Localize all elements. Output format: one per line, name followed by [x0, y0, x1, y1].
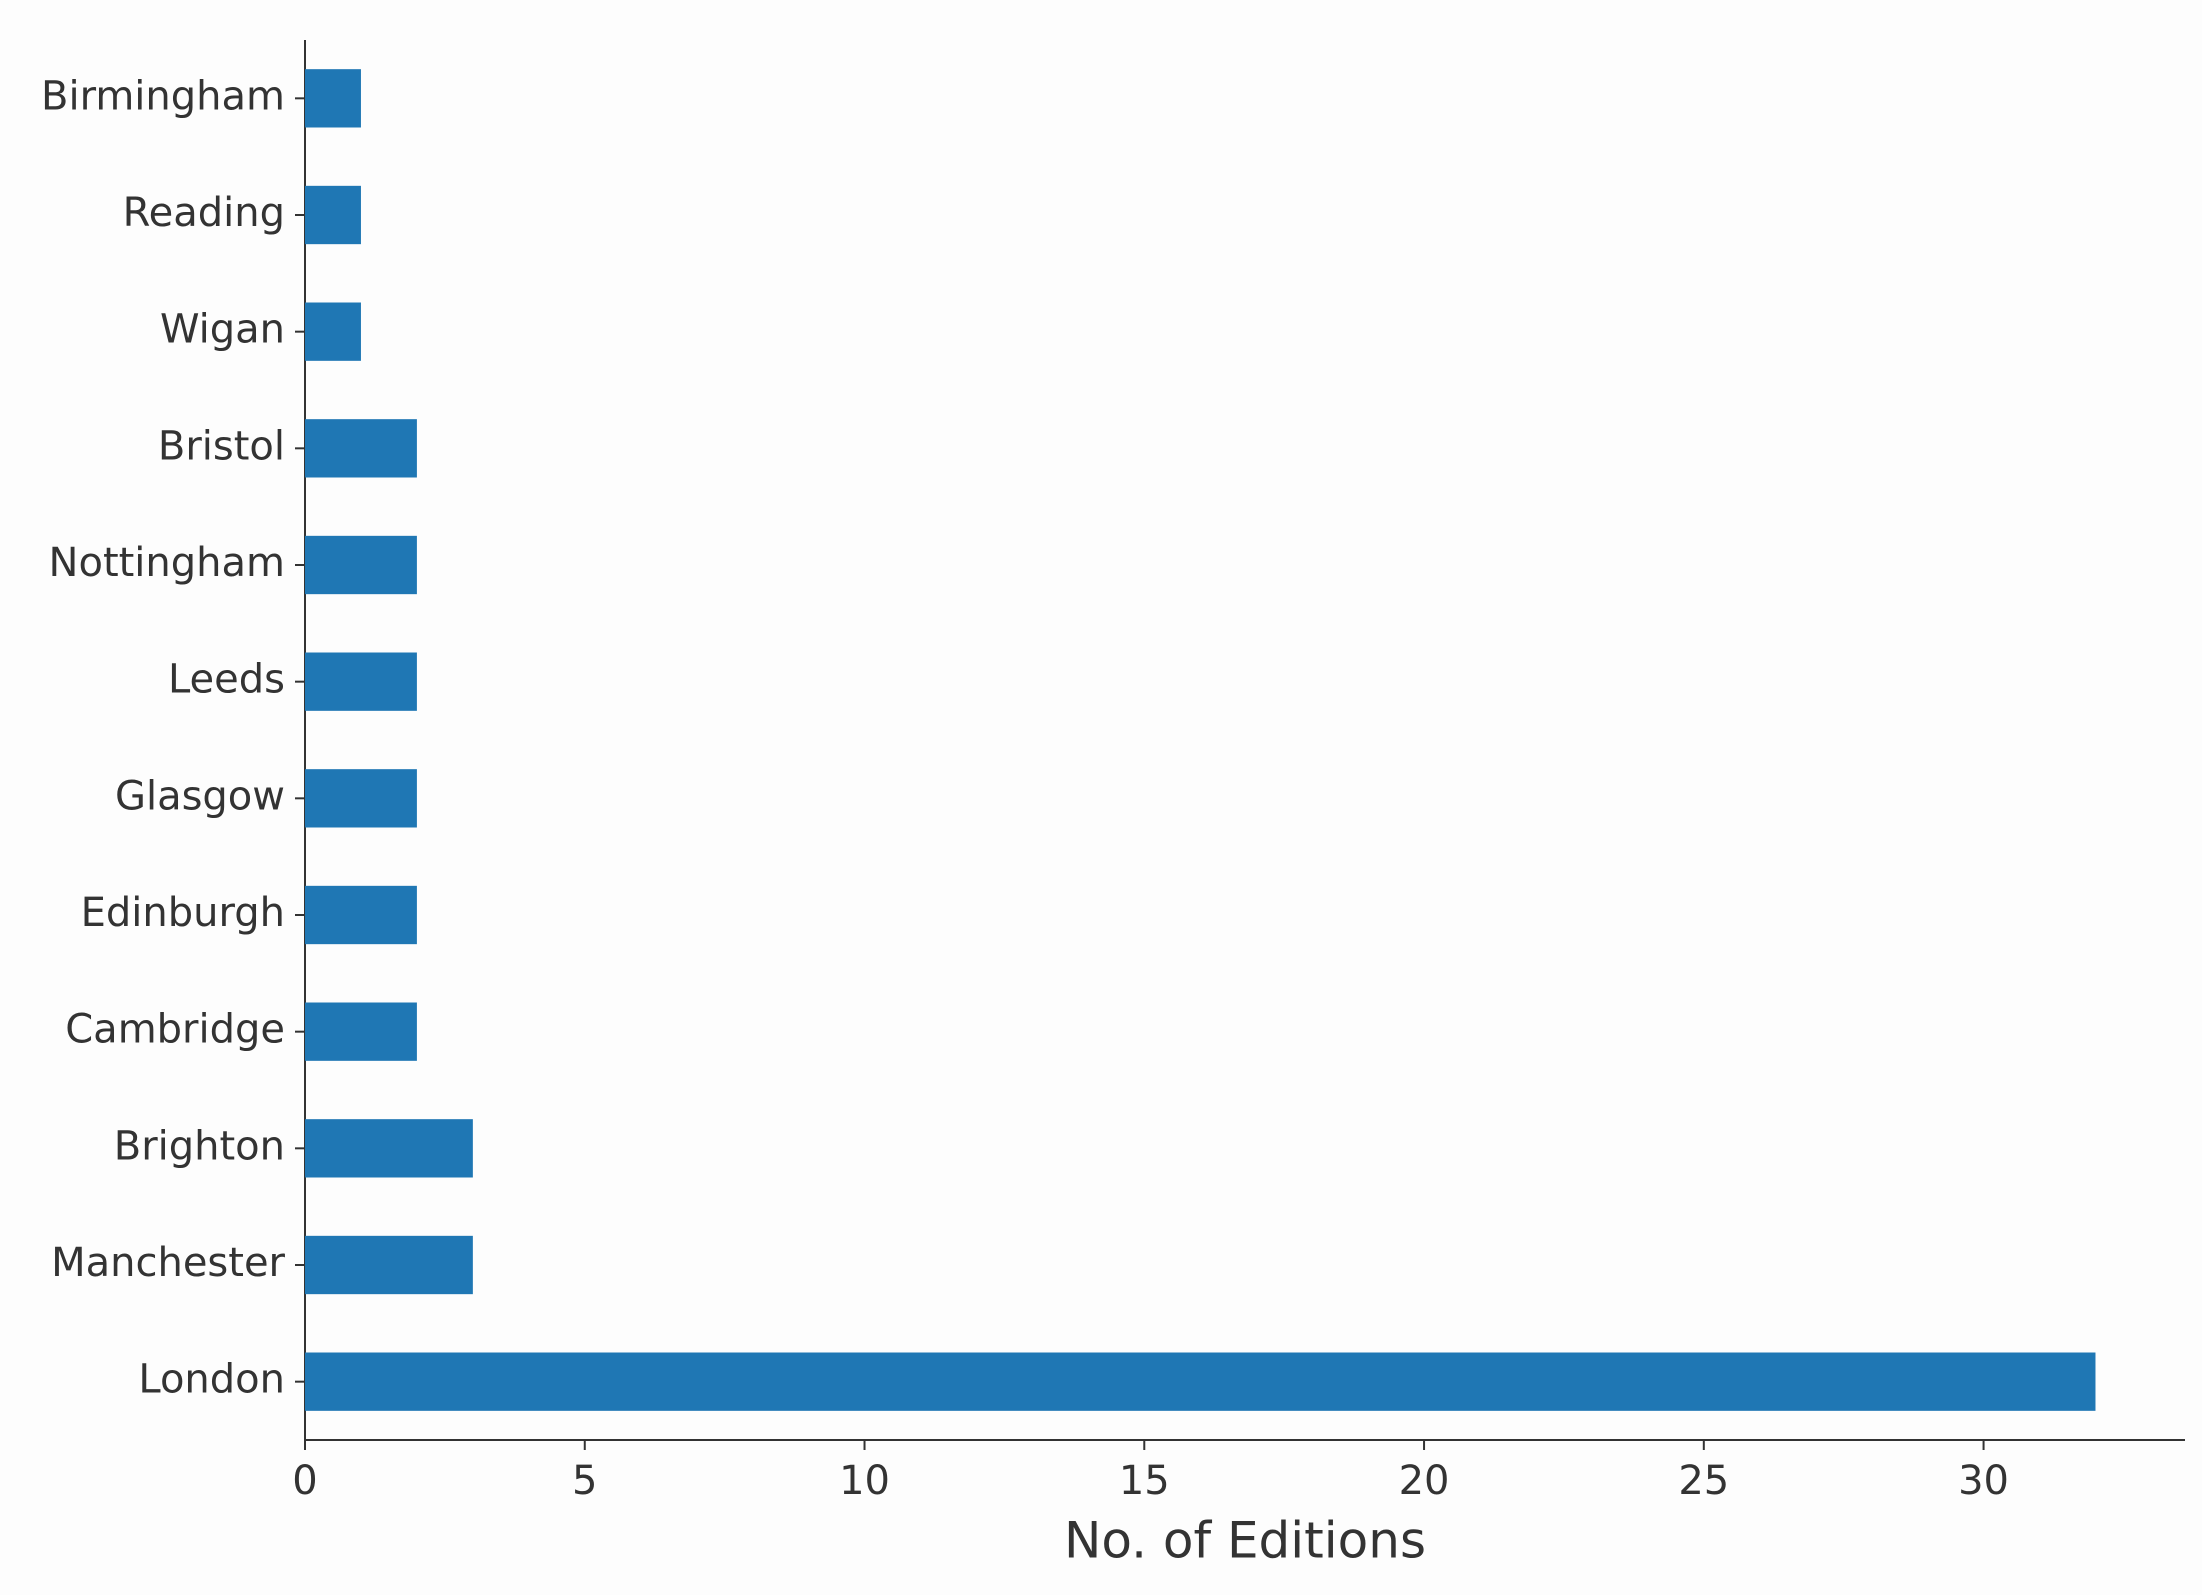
y-tick-label: Glasgow [115, 773, 285, 819]
bar [305, 652, 417, 711]
x-tick-label: 10 [839, 1458, 890, 1504]
bar [305, 535, 417, 595]
bar [305, 69, 361, 128]
y-tick-label: Manchester [51, 1240, 285, 1286]
bar [305, 1352, 2096, 1411]
y-tick-label: Bristol [158, 423, 285, 469]
y-tick-label: Nottingham [49, 540, 285, 586]
x-tick-label: 0 [292, 1458, 317, 1504]
y-tick-label: Cambridge [65, 1007, 285, 1053]
x-tick-label: 5 [572, 1458, 597, 1504]
bar [305, 1235, 473, 1295]
y-tick-label: Birmingham [41, 73, 285, 119]
y-tick-label: Wigan [160, 307, 285, 353]
x-tick-label: 20 [1399, 1458, 1450, 1504]
y-tick-label: Edinburgh [81, 890, 285, 936]
y-tick-label: London [138, 1357, 285, 1403]
bar [305, 1119, 473, 1178]
x-tick-label: 25 [1678, 1458, 1729, 1504]
x-tick-label: 30 [1958, 1458, 2009, 1504]
bar [305, 885, 417, 945]
x-tick-label: 15 [1119, 1458, 1170, 1504]
bar [305, 1002, 417, 1061]
y-tick-label: Reading [123, 190, 285, 236]
y-tick-label: Brighton [114, 1123, 285, 1169]
x-axis-label: No. of Editions [1064, 1512, 1426, 1570]
bar [305, 185, 361, 245]
bar [305, 419, 417, 478]
y-tick-label: Leeds [168, 657, 285, 703]
bar [305, 302, 361, 361]
bar [305, 769, 417, 828]
